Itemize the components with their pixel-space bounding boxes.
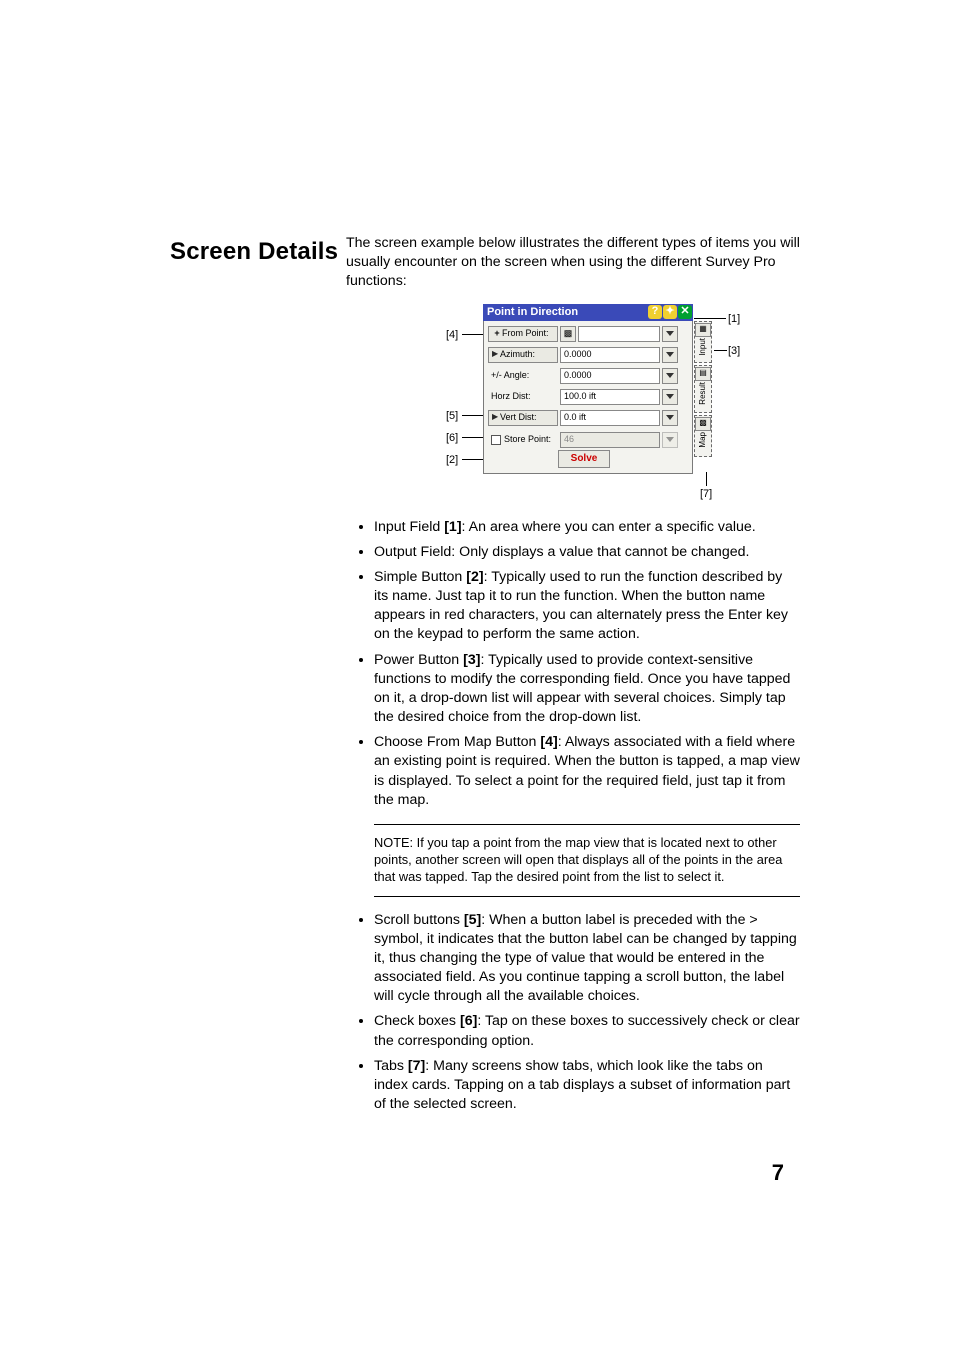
note-block: NOTE: If you tap a point from the map vi…: [374, 824, 800, 897]
from-point-button[interactable]: +From Point:: [488, 326, 558, 342]
horz-dist-power-button[interactable]: [662, 389, 678, 405]
store-point-label: Store Point:: [504, 433, 551, 445]
vert-dist-power-button[interactable]: [662, 410, 678, 426]
bullet-item: Power Button [3]: Typically used to prov…: [374, 651, 800, 728]
help-icon[interactable]: ?: [648, 305, 662, 319]
vert-dist-label: Vert Dist:: [500, 411, 537, 423]
from-point-label: From Point:: [502, 327, 549, 339]
azimuth-power-button[interactable]: [662, 347, 678, 363]
store-point-row: Store Point:: [488, 433, 558, 445]
horz-dist-label: Horz Dist:: [488, 390, 558, 402]
solve-button[interactable]: Solve: [558, 450, 610, 468]
bullet-item: Scroll buttons [5]: When a button label …: [374, 911, 800, 1007]
from-point-power-button[interactable]: [662, 326, 678, 342]
tab-map-icon: ▩: [695, 417, 711, 431]
azimuth-label: Azimuth:: [500, 348, 535, 360]
tab-input-label: Input: [698, 338, 708, 356]
device-screenshot: Point in Direction ? ✦ ✕ +From Point: ▩: [483, 304, 693, 474]
page-number: 7: [772, 1160, 784, 1186]
tab-map-label: Map: [698, 432, 708, 448]
bullet-list-2: Scroll buttons [5]: When a button label …: [346, 911, 800, 1115]
angle-label: +/- Angle:: [488, 369, 558, 381]
callout-5: [5]: [446, 409, 458, 424]
bullet-item: Check boxes [6]: Tap on these boxes to s…: [374, 1012, 800, 1050]
section-heading: Screen Details: [170, 238, 330, 266]
from-point-input[interactable]: [578, 326, 660, 342]
store-point-output: 46: [560, 432, 660, 448]
bullet-item: Tabs [7]: Many screens show tabs, which …: [374, 1057, 800, 1115]
tab-result-icon: ▤: [695, 367, 711, 381]
close-icon[interactable]: ✕: [678, 305, 692, 319]
horz-dist-input[interactable]: 100.0 ift: [560, 389, 660, 405]
tab-map[interactable]: ▩ Map: [694, 415, 712, 457]
bullet-list-1: Input Field [1]: An area where you can e…: [346, 518, 800, 810]
tab-result-label: Result: [698, 382, 708, 405]
callout-7: [7]: [700, 487, 712, 502]
intro-paragraph: The screen example below illustrates the…: [346, 234, 800, 292]
star-icon[interactable]: ✦: [663, 305, 677, 319]
window-title: Point in Direction ? ✦ ✕: [483, 304, 693, 321]
bullet-item: Choose From Map Button [4]: Always assoc…: [374, 733, 800, 810]
tab-result[interactable]: ▤ Result: [694, 365, 712, 413]
callout-1: [1]: [728, 312, 740, 327]
store-point-checkbox[interactable]: [491, 435, 501, 445]
azimuth-input[interactable]: 0.0000: [560, 347, 660, 363]
screen-figure: [4] [5] [6] × [2] [1] [3] [7] Point in D…: [388, 304, 758, 504]
bullet-item: Output Field: Only displays a value that…: [374, 543, 800, 562]
store-point-power-button: [662, 432, 678, 448]
callout-3: [3]: [728, 344, 740, 359]
callout-4: [4]: [446, 328, 458, 343]
callout-2: [2]: [446, 453, 458, 468]
bullet-item: Simple Button [2]: Typically used to run…: [374, 568, 800, 645]
angle-input[interactable]: 0.0000: [560, 368, 660, 384]
vert-dist-input[interactable]: 0.0 ift: [560, 410, 660, 426]
bullet-item: Input Field [1]: An area where you can e…: [374, 518, 800, 537]
window-title-text: Point in Direction: [487, 306, 578, 318]
tab-input-icon: ▦: [695, 323, 711, 337]
tab-input[interactable]: ▦ Input: [694, 321, 712, 363]
callout-6: [6]: [446, 431, 458, 446]
choose-from-map-button[interactable]: ▩: [560, 326, 576, 342]
azimuth-button[interactable]: ▶Azimuth:: [488, 347, 558, 363]
angle-power-button[interactable]: [662, 368, 678, 384]
vert-dist-button[interactable]: ▶Vert Dist:: [488, 410, 558, 426]
